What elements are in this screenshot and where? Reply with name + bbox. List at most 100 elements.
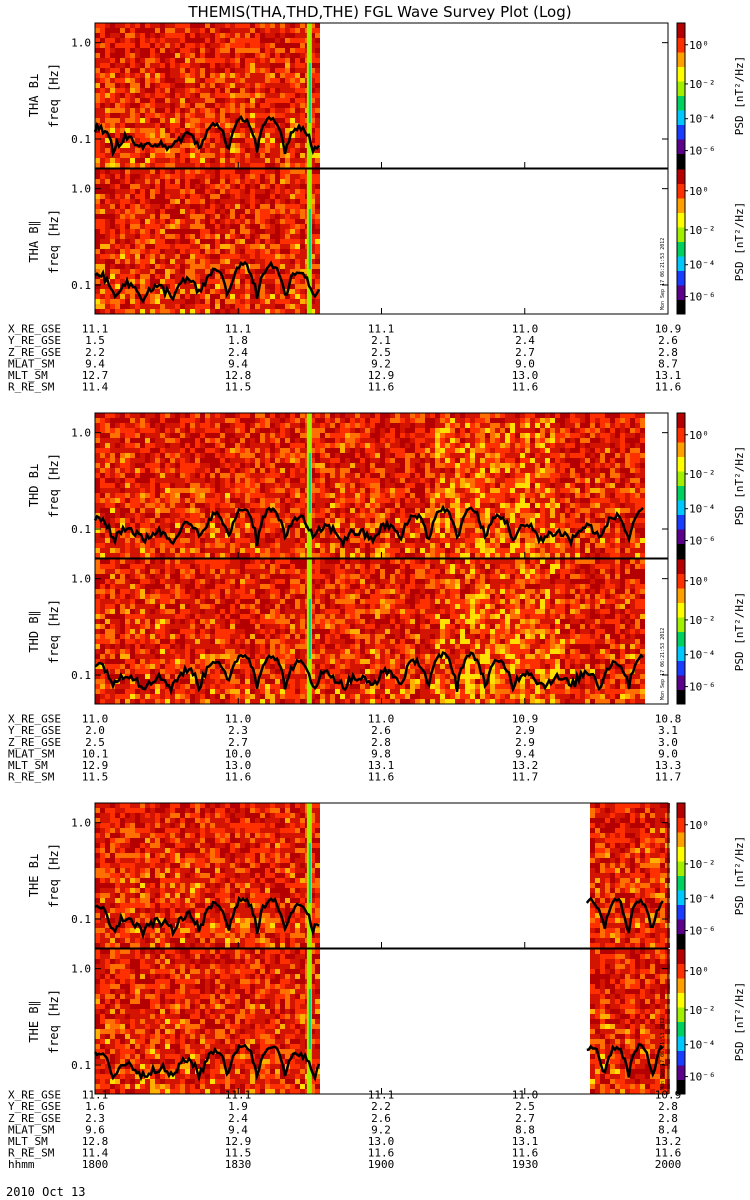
ephemeris-cell: 12.8	[225, 369, 252, 382]
colorbar-tick-label: 10⁻⁶	[689, 1071, 716, 1084]
colorbar-segment	[677, 817, 685, 833]
ephemeris-cell: 11.0	[82, 713, 109, 726]
colorbar-tick-label: 10⁰	[689, 429, 709, 442]
ephemeris-cell: 2.2	[85, 346, 105, 359]
colorbar-segment	[677, 1079, 685, 1095]
ephemeris-cell: 10.8	[655, 713, 682, 726]
colorbar-segment	[677, 500, 685, 515]
ephemeris-cell: 13.2	[655, 1135, 682, 1148]
ephemeris-cell: 9.0	[658, 747, 678, 760]
colorbar: 10⁰ 10⁻² 10⁻⁴ 10⁻⁶ PSD [nT²/Hz]	[676, 802, 746, 949]
power-trace-line	[93, 504, 644, 549]
colorbar-segment	[677, 198, 685, 213]
colorbar-segment	[677, 919, 685, 934]
spectrogram-panel: 0.1 1.0 THD B⊥ freq [Hz] 10⁰ 10⁻² 10⁻⁴ 10⁻⁶ PSD …	[27, 412, 746, 559]
ephemeris-cell: 9.4	[515, 747, 535, 760]
colorbar-segment	[677, 427, 685, 443]
ephemeris-cell: 1830	[225, 1158, 252, 1171]
spectrogram-cells	[95, 413, 645, 558]
ephemeris-cell: 11.6	[655, 381, 682, 394]
colorbar-tick-label: 10⁻⁴	[689, 893, 716, 906]
colorbar-label: PSD [nT²/Hz]	[733, 202, 746, 281]
colorbar-label: PSD [nT²/Hz]	[733, 592, 746, 671]
spectrogram-panel: 0.1 1.0 THE B∥ freq [Hz] 10⁰ 10⁻² 10⁻⁴ 10⁻⁶ PSD …	[27, 948, 746, 1095]
ephemeris-cell: 1900	[368, 1158, 395, 1171]
ephemeris-cell: 2.8	[658, 1100, 678, 1113]
date-label: 2010 Oct 13	[6, 1185, 85, 1199]
colorbar-segment	[677, 992, 685, 1008]
y-axis-label: freq [Hz]	[47, 209, 61, 274]
y-tick-label: 1.0	[71, 37, 91, 50]
ephemeris-cell: 2.9	[515, 724, 535, 737]
ephemeris-cell: 1.8	[228, 334, 248, 347]
y-axis-label: freq [Hz]	[47, 989, 61, 1054]
colorbar-segment	[677, 617, 685, 632]
y-tick-label: 0.1	[71, 913, 91, 926]
colorbar-tick-label: 10⁻⁴	[689, 113, 716, 126]
colorbar-segment	[677, 413, 685, 428]
colorbar-segment	[677, 559, 685, 574]
colorbar-segment	[677, 1021, 685, 1037]
colorbar-segment	[677, 875, 685, 891]
ephemeris-row-name: MLT_SM	[8, 759, 48, 772]
colorbar-segment	[677, 1007, 685, 1022]
panel-label: THE B⊥	[27, 854, 41, 897]
ephemeris-row-name: X_RE_GSE	[8, 713, 61, 726]
spectrogram-cells	[95, 803, 670, 948]
ephemeris-cell: 2.3	[85, 1112, 105, 1125]
colorbar-tick-label: 10⁻⁶	[689, 291, 716, 304]
power-trace-line	[94, 895, 664, 940]
y-axis-label: freq [Hz]	[47, 843, 61, 908]
ephemeris-row-name: X_RE_GSE	[8, 1089, 61, 1102]
colorbar-segment	[677, 456, 685, 472]
colorbar-segment	[677, 153, 685, 169]
colorbar-segment	[677, 631, 685, 647]
ephemeris-cell: 2.8	[371, 736, 391, 749]
colorbar-segment	[677, 646, 685, 661]
ephemeris-table: X_RE_GSE 11.1 11.1 11.1 11.0 10.9 Y_RE_GSE 1.5 1…	[8, 323, 681, 394]
colorbar-segment	[677, 588, 685, 603]
colorbar-segment	[677, 675, 685, 690]
colorbar-tick-label: 10⁰	[689, 39, 709, 52]
panel-label: THA B∥	[27, 220, 41, 262]
ephemeris-row-name: Y_RE_GSE	[8, 1100, 61, 1113]
colorbar: 10⁰ 10⁻² 10⁻⁴ 10⁻⁶ PSD [nT²/Hz]	[676, 948, 746, 1095]
colorbar-tick-label: 10⁻⁴	[689, 259, 716, 272]
colorbar-tick-label: 10⁻²	[689, 224, 716, 237]
ephemeris-row-name: MLAT_SM	[8, 747, 55, 760]
ephemeris-cell: 11.6	[512, 381, 539, 394]
ephemeris-cell: 2.6	[658, 334, 678, 347]
ephemeris-cell: 2.7	[515, 346, 535, 359]
ephemeris-cell: 2.8	[658, 1112, 678, 1125]
ephemeris-cell: 2.2	[371, 1100, 391, 1113]
colorbar-segment	[677, 933, 685, 949]
ephemeris-cell: 11.6	[512, 1147, 539, 1160]
ephemeris-cell: 11.1	[225, 323, 252, 336]
ephemeris-table: X_RE_GSE 11.1 11.1 11.1 11.0 10.9 Y_RE_GSE 1.6 1…	[8, 1089, 681, 1172]
ephemeris-row-name: MLT_SM	[8, 1135, 48, 1148]
ephemeris-cell: 10.9	[512, 713, 539, 726]
ephemeris-cell: 11.1	[82, 1089, 109, 1102]
power-trace-line	[94, 650, 644, 696]
colorbar-segment	[677, 442, 685, 457]
panel-label: THA B⊥	[27, 74, 41, 117]
ephemeris-cell: 12.8	[82, 1135, 109, 1148]
ephemeris-cell: 11.0	[368, 713, 395, 726]
ephemeris-cell: 2.4	[228, 1112, 248, 1125]
timestamp-stamp: Mon Sep 17 06:21:53 2012	[660, 628, 666, 700]
colorbar-tick-label: 10⁻²	[689, 78, 716, 91]
spectrogram-cells	[95, 949, 670, 1094]
colorbar-segment	[677, 110, 685, 125]
ephemeris-row-name: MLAT_SM	[8, 1123, 55, 1136]
ephemeris-cell: 1800	[82, 1158, 109, 1171]
colorbar-label: PSD [nT²/Hz]	[733, 56, 746, 135]
ephemeris-cell: 13.0	[225, 759, 252, 772]
colorbar-segment	[677, 602, 685, 618]
ephemeris-cell: 11.6	[368, 1147, 395, 1160]
colorbar-segment	[677, 299, 685, 315]
timestamp-stamp: Mon Sep 17 06:21:53 2012	[660, 238, 666, 310]
colorbar-segment	[677, 832, 685, 847]
ephemeris-cell: 2000	[655, 1158, 682, 1171]
ephemeris-row-name: Y_RE_GSE	[8, 334, 61, 347]
ephemeris-cell: 11.0	[225, 713, 252, 726]
